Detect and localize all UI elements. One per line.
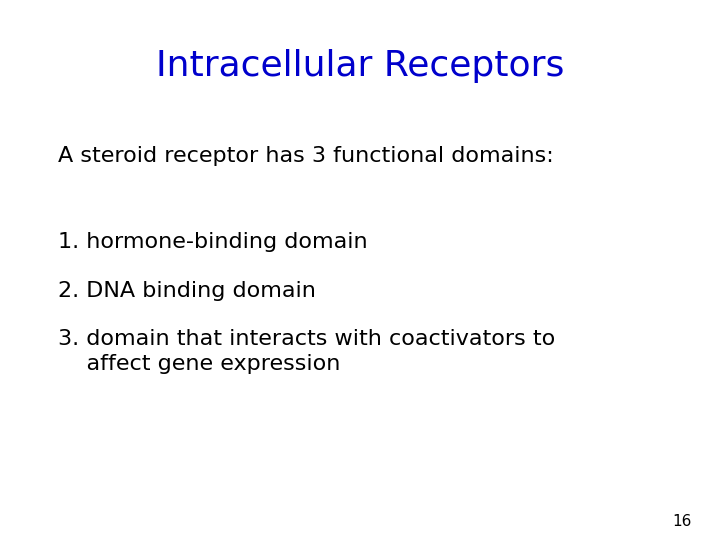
Text: 1. hormone-binding domain: 1. hormone-binding domain bbox=[58, 232, 367, 252]
Text: A steroid receptor has 3 functional domains:: A steroid receptor has 3 functional doma… bbox=[58, 146, 554, 166]
Text: 3. domain that interacts with coactivators to
    affect gene expression: 3. domain that interacts with coactivato… bbox=[58, 329, 555, 374]
Text: Intracellular Receptors: Intracellular Receptors bbox=[156, 49, 564, 83]
Text: 2. DNA binding domain: 2. DNA binding domain bbox=[58, 281, 315, 301]
Text: 16: 16 bbox=[672, 514, 691, 529]
